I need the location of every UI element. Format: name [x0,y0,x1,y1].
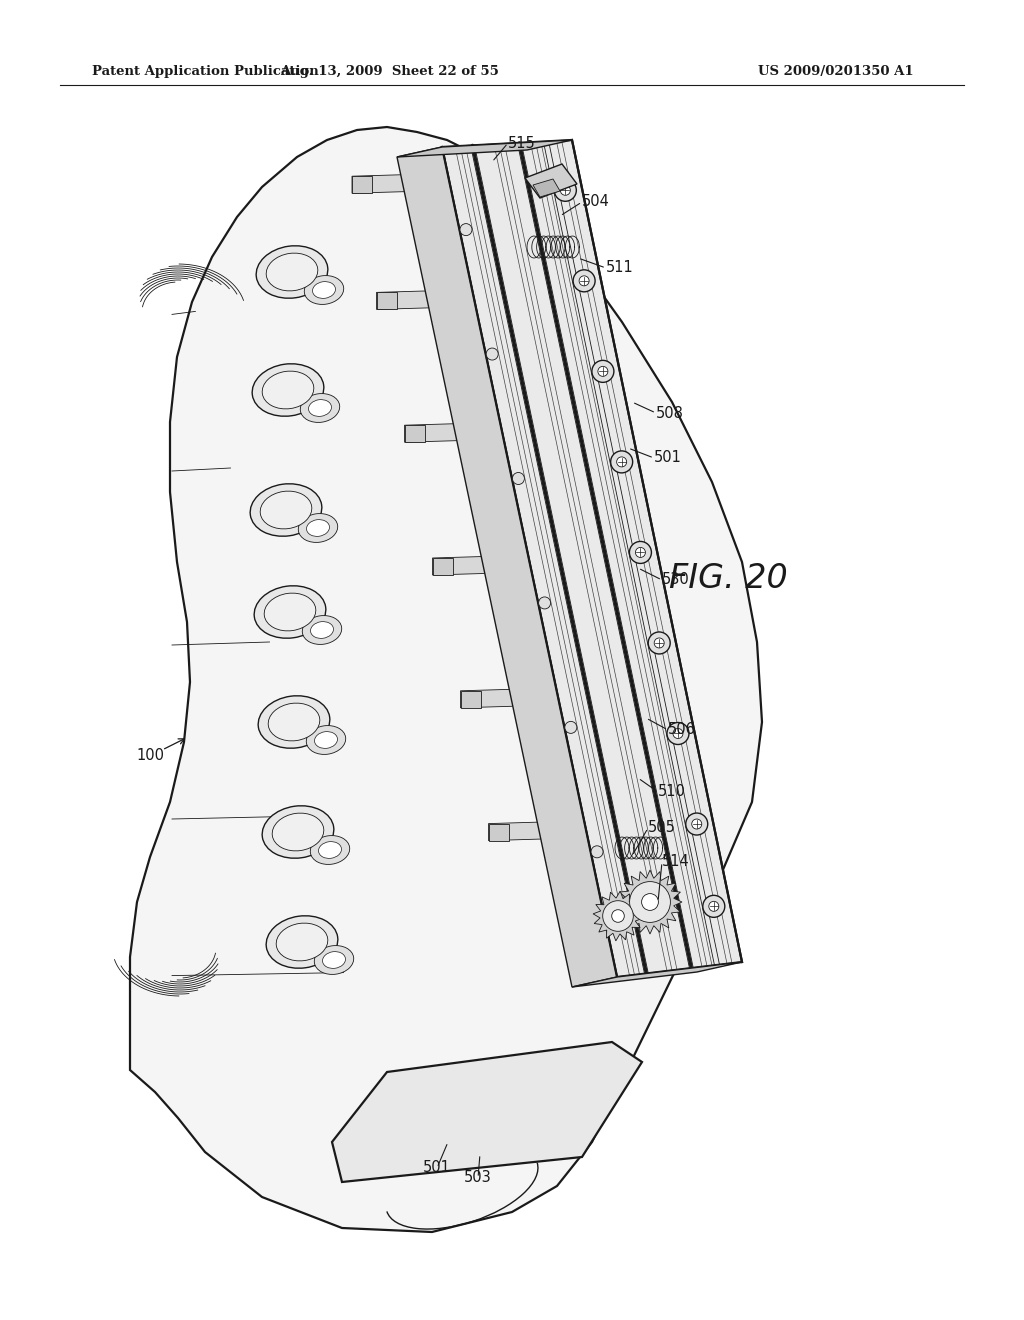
Circle shape [611,909,625,923]
Circle shape [636,548,645,557]
Ellipse shape [302,615,342,644]
Text: 504: 504 [582,194,610,210]
Circle shape [486,348,499,360]
Polygon shape [352,173,454,193]
Polygon shape [461,688,562,708]
Text: FIG. 20: FIG. 20 [669,561,787,594]
Text: 501: 501 [423,1160,451,1176]
Ellipse shape [318,842,341,858]
Text: US 2009/0201350 A1: US 2009/0201350 A1 [758,66,913,78]
Circle shape [667,722,689,744]
Ellipse shape [266,253,317,290]
Circle shape [630,541,651,564]
Circle shape [554,180,577,201]
Polygon shape [442,140,742,977]
Circle shape [610,451,633,473]
Ellipse shape [266,916,338,969]
Text: 506: 506 [668,722,696,738]
Circle shape [591,846,603,858]
Polygon shape [488,821,591,841]
Text: 503: 503 [464,1171,492,1185]
Ellipse shape [260,491,311,529]
Circle shape [580,276,589,286]
Ellipse shape [312,281,336,298]
Polygon shape [397,140,572,157]
Ellipse shape [262,805,334,858]
Polygon shape [397,147,617,987]
Polygon shape [377,289,478,309]
Ellipse shape [256,246,328,298]
Ellipse shape [306,520,330,536]
Polygon shape [461,690,480,708]
Text: Aug. 13, 2009  Sheet 22 of 55: Aug. 13, 2009 Sheet 22 of 55 [281,66,500,78]
Ellipse shape [304,276,344,305]
Text: 508: 508 [656,405,684,421]
Circle shape [565,721,577,734]
Text: 510: 510 [658,784,686,800]
Text: 514: 514 [662,854,690,870]
Circle shape [573,269,595,292]
Circle shape [616,457,627,467]
Ellipse shape [308,400,332,416]
Polygon shape [130,127,762,1232]
Circle shape [460,223,472,235]
Ellipse shape [272,813,324,851]
Ellipse shape [314,945,353,974]
Polygon shape [432,554,535,576]
Polygon shape [593,891,643,941]
Text: 100: 100 [136,748,164,763]
Polygon shape [572,962,742,987]
Ellipse shape [268,704,319,741]
Polygon shape [432,558,453,576]
Circle shape [603,900,633,932]
Ellipse shape [298,513,338,543]
Circle shape [673,729,683,738]
Polygon shape [404,425,425,442]
Polygon shape [534,180,560,197]
Polygon shape [488,824,509,841]
Polygon shape [404,422,507,442]
Circle shape [642,894,658,911]
Text: 505: 505 [648,821,676,836]
Ellipse shape [300,393,340,422]
Text: Patent Application Publication: Patent Application Publication [92,66,318,78]
Circle shape [692,818,701,829]
Text: 511: 511 [606,260,634,276]
Ellipse shape [276,923,328,961]
Ellipse shape [306,726,346,755]
Circle shape [539,597,551,609]
Ellipse shape [310,622,334,639]
Ellipse shape [314,731,338,748]
Circle shape [560,185,570,195]
Circle shape [709,902,719,911]
Ellipse shape [254,586,326,639]
Circle shape [702,895,725,917]
Circle shape [512,473,524,484]
Ellipse shape [323,952,345,969]
Polygon shape [618,870,682,935]
Text: 501: 501 [654,450,682,466]
Polygon shape [352,176,372,193]
Ellipse shape [262,371,313,409]
Circle shape [598,367,608,376]
Ellipse shape [310,836,350,865]
Circle shape [592,360,613,383]
Circle shape [686,813,708,836]
Ellipse shape [258,696,330,748]
Polygon shape [377,293,396,309]
Circle shape [654,638,665,648]
Ellipse shape [264,593,315,631]
Circle shape [630,882,671,923]
Circle shape [648,632,670,653]
Ellipse shape [250,483,322,536]
Text: 530: 530 [662,573,690,587]
Polygon shape [332,1041,642,1181]
Ellipse shape [252,364,324,416]
Text: 515: 515 [508,136,536,150]
Polygon shape [525,164,577,198]
